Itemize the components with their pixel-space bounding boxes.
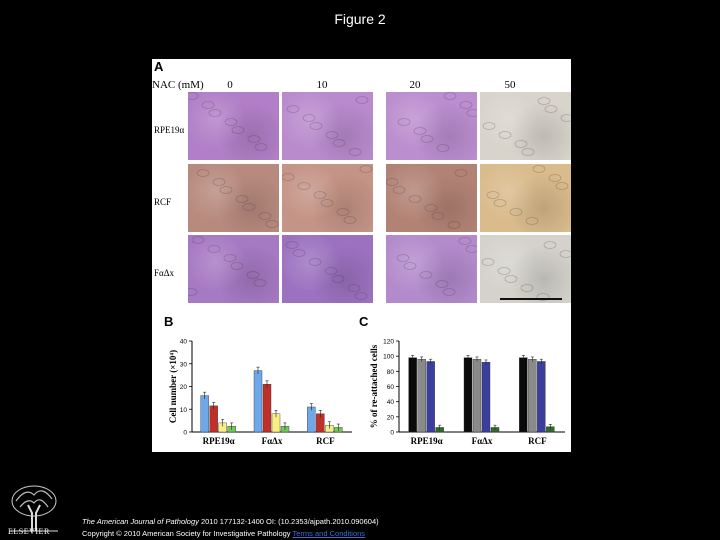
bar: [519, 357, 528, 433]
micrograph-1-2: [386, 164, 477, 232]
conc-label-20: 20: [409, 79, 421, 91]
panel-a-letter: A: [154, 59, 164, 74]
micrograph-2-0: [188, 235, 279, 303]
x-category-label: RCF: [528, 436, 547, 446]
micrograph-1-1: [282, 164, 373, 232]
y-tick-label: 80: [387, 369, 395, 376]
x-category-label: RCF: [316, 436, 335, 446]
y-tick-label: 120: [383, 339, 394, 346]
micrograph-0-3: [480, 92, 571, 160]
micrograph-2-2: [386, 235, 477, 303]
bar: [426, 361, 435, 433]
y-tick-label: 30: [180, 361, 188, 368]
conc-label-10: 10: [316, 79, 328, 91]
y-tick-label: 40: [180, 339, 188, 346]
row-label-rpe19a: RPE19α: [154, 125, 185, 135]
journal-name: The American Journal of Pathology: [82, 517, 199, 526]
conc-label-0: 0: [227, 79, 233, 91]
copyright-line: Copyright © 2010 American Society for In…: [82, 529, 365, 538]
citation-text: 2010 177132-1400 OI: (10.2353/ajpath.201…: [198, 517, 379, 526]
nac-label: NAC (mM): [152, 79, 204, 91]
x-category-label: RPE19α: [411, 436, 443, 446]
elsevier-logo-text: ELSEVIER: [8, 527, 50, 536]
y-tick-label: 0: [390, 430, 394, 437]
bar: [209, 405, 218, 433]
panel-c-letter: C: [359, 314, 369, 329]
micrograph-2-1: [282, 235, 373, 303]
slide-title: Figure 2: [334, 11, 386, 27]
y-tick-label: 20: [387, 414, 395, 421]
y-tick-label: 100: [383, 354, 394, 361]
terms-link[interactable]: Terms and Conditions: [292, 529, 366, 538]
bar: [528, 359, 537, 433]
row-label-rcf: RCF: [154, 197, 172, 207]
bar: [481, 362, 491, 433]
micrograph-0-1: [282, 92, 373, 160]
micrograph-1-3: [480, 164, 571, 232]
figure-panel: A NAC (mM) 0 10 20 50 RPE19α RCF FαΔx B …: [152, 59, 571, 452]
x-category-label: RPE19α: [203, 436, 235, 446]
bar: [307, 406, 316, 433]
citation-line: The American Journal of Pathology 2010 1…: [82, 517, 379, 526]
row-label-fadx: FαΔx: [154, 268, 175, 278]
bar: [537, 361, 546, 433]
scale-bar: [500, 298, 562, 300]
elsevier-tree-logo: [6, 483, 62, 533]
x-category-label: FαΔx: [262, 436, 283, 446]
copyright-text: Copyright © 2010 American Society for In…: [82, 529, 291, 538]
bar: [253, 370, 263, 433]
conc-label-50: 50: [504, 79, 516, 91]
y-tick-label: 60: [387, 384, 395, 391]
bar: [463, 357, 473, 433]
panel-b-letter: B: [164, 314, 174, 329]
bar: [417, 359, 426, 433]
micrograph-0-0: [188, 92, 279, 160]
y-tick-label: 10: [180, 407, 188, 414]
reattached-cells-chart: 0 20 40 60 80 100 120 % of re-attached cells RPE…: [369, 339, 565, 446]
micrograph-2-3: [480, 235, 571, 303]
y-tick-label: 40: [387, 399, 395, 406]
bar: [472, 359, 482, 433]
bar: [200, 395, 209, 433]
x-category-label: FαΔx: [472, 436, 493, 446]
y-tick-label: 0: [183, 430, 187, 437]
micrograph-1-0: [188, 164, 279, 232]
y-tick-label: 20: [180, 384, 188, 391]
bar: [262, 384, 272, 433]
y-axis-label: % of re-attached cells: [369, 344, 379, 428]
micrograph-0-2: [386, 92, 477, 160]
y-axis-label: Cell number (×10⁴): [168, 350, 178, 423]
bar: [408, 357, 417, 433]
